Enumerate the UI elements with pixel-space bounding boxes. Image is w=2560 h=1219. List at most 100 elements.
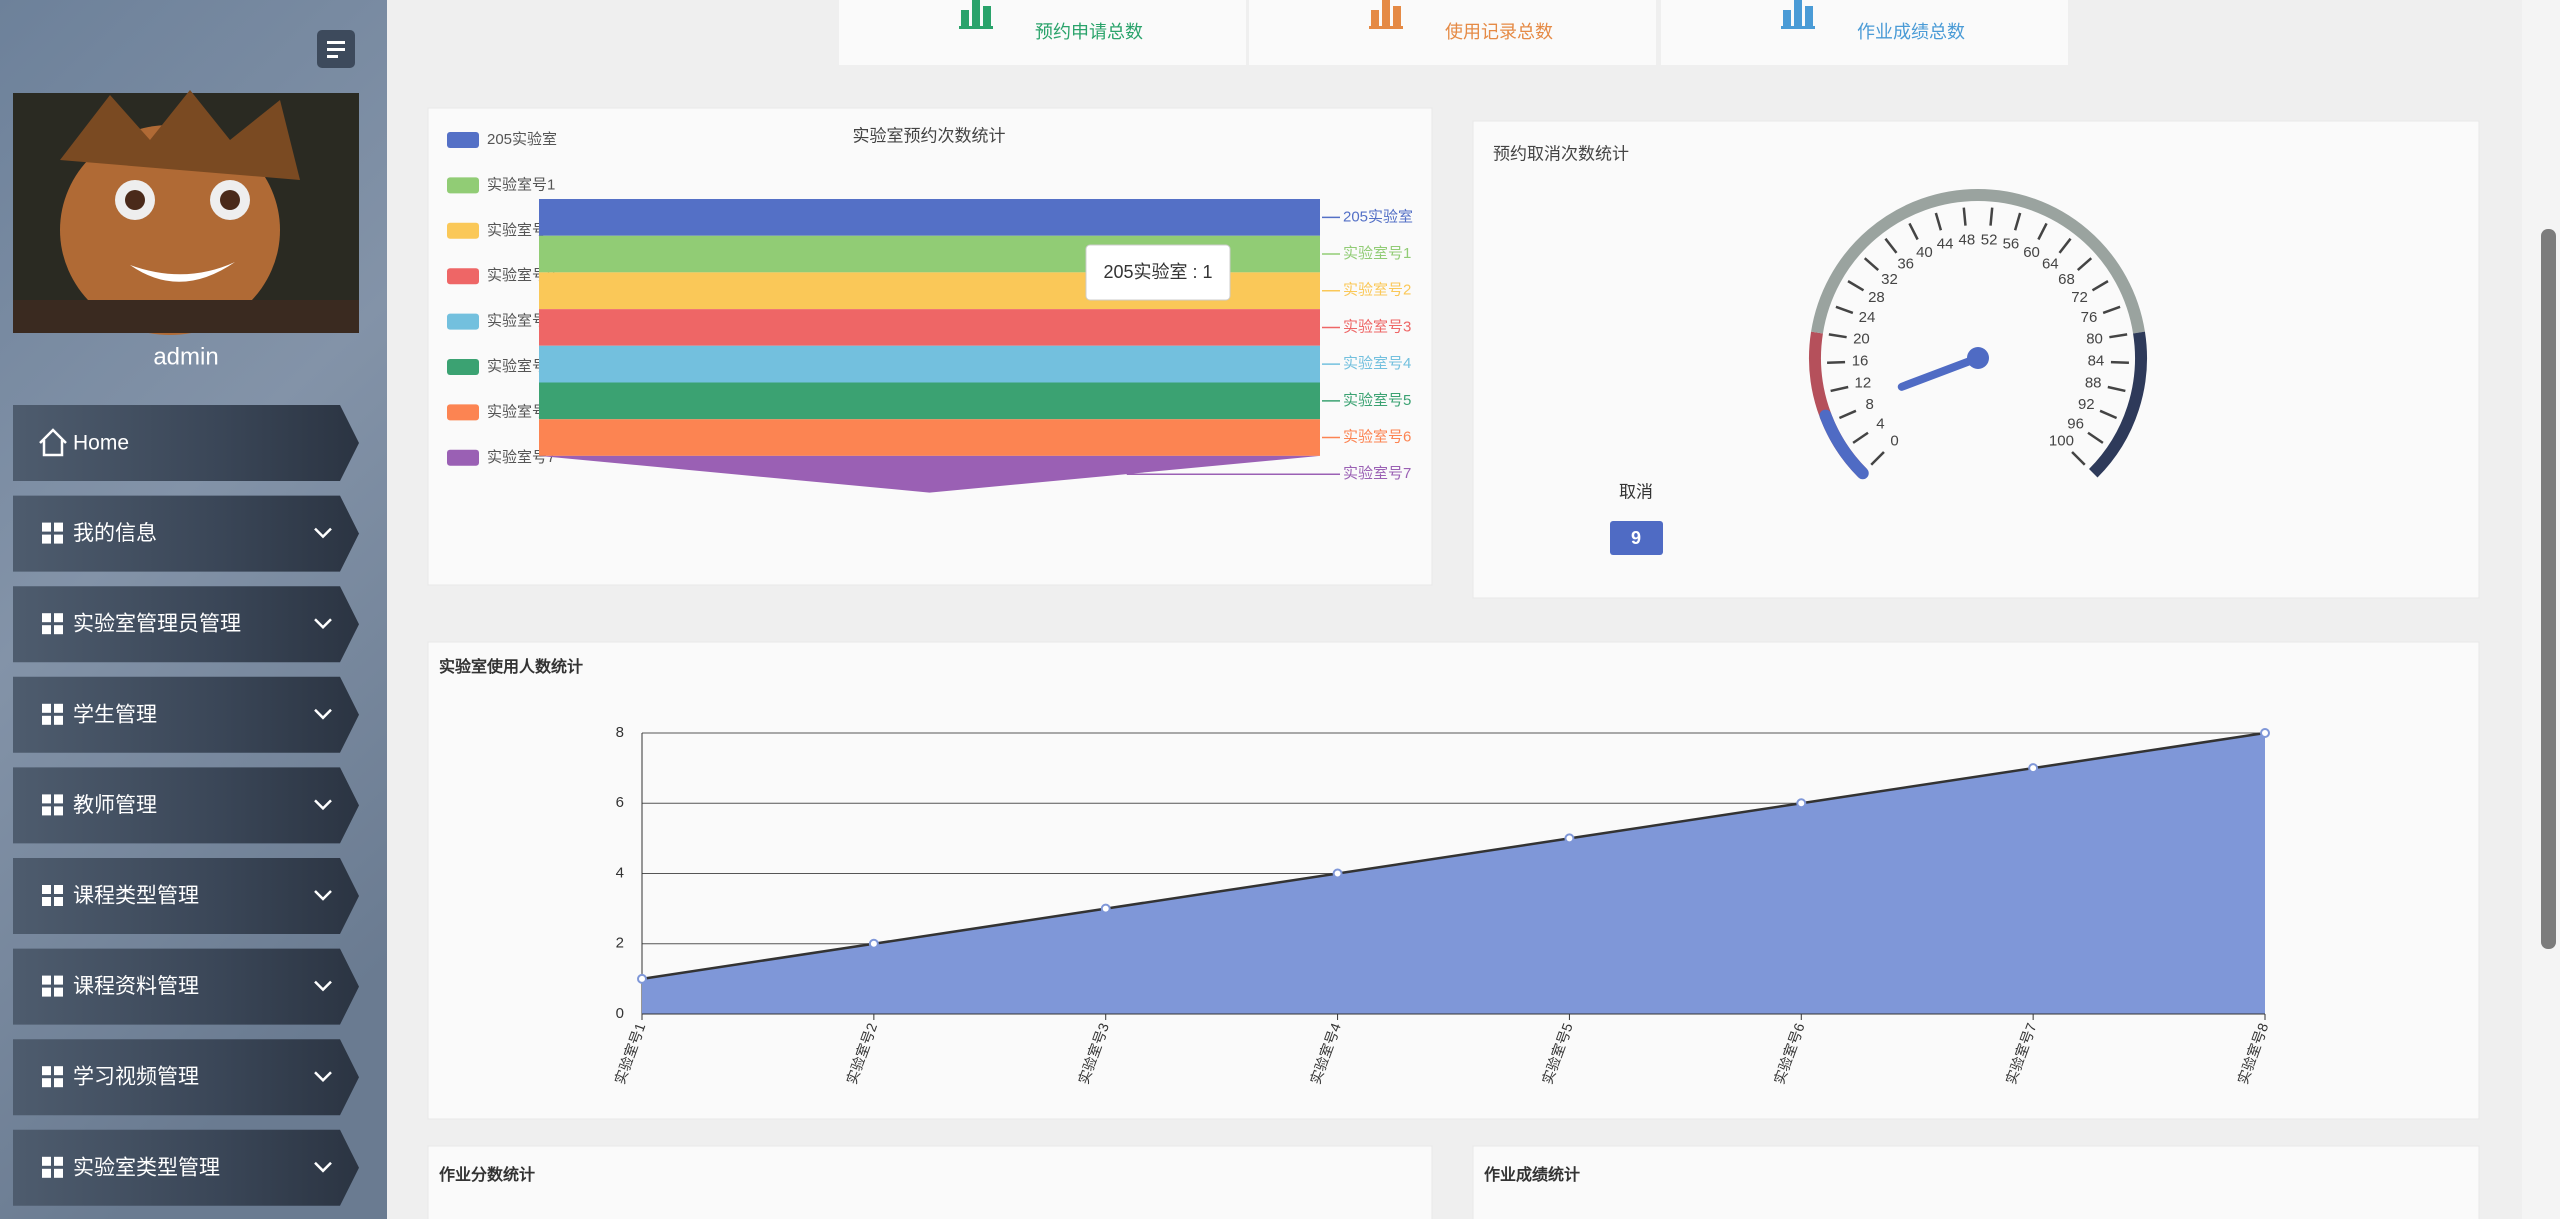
gauge-tick <box>2071 451 2086 466</box>
chevron <box>314 799 332 811</box>
legend-label[interactable]: 实验室号1 <box>487 176 555 193</box>
legend-label[interactable]: 实验室号4 <box>487 313 555 330</box>
chevron <box>314 890 332 901</box>
menu-item[interactable]: 实验室类型管理 <box>13 1129 359 1206</box>
legend-label[interactable]: 实验室号2 <box>487 222 555 239</box>
area <box>642 733 2265 1014</box>
point <box>637 973 647 984</box>
gauge-tick-label: 88 <box>2085 375 2102 392</box>
gauge-tick-label: 4 <box>1876 415 1884 432</box>
gauge-tick <box>1827 360 1846 364</box>
chevron <box>314 1071 332 1082</box>
y-tick-label: 2 <box>616 935 624 952</box>
username: admin <box>153 343 218 370</box>
funnel-band <box>539 345 1320 383</box>
gauge-pointer <box>1897 354 1982 391</box>
menu-icon <box>54 1168 63 1178</box>
menu-icon <box>42 794 51 804</box>
menu-item[interactable]: 实验室管理员管理 <box>13 586 359 663</box>
menu-item[interactable]: 我的信息 <box>13 495 359 572</box>
menu-item[interactable]: 课程类型管理 <box>13 858 359 934</box>
gauge-tick-label: 68 <box>2058 271 2075 288</box>
gauge-tick-label: 92 <box>2078 396 2095 413</box>
menu-icon <box>54 897 63 906</box>
gauge-tick-label: 40 <box>1916 244 1933 261</box>
menu-item[interactable]: 学生管理 <box>13 676 359 753</box>
gauge-tick <box>2107 385 2126 393</box>
legend-swatch[interactable] <box>447 268 479 285</box>
stat-icon-bar <box>1805 6 1813 26</box>
gauge-tick-label: 44 <box>1937 236 1954 253</box>
gauge-tick-label: 16 <box>1852 353 1869 370</box>
legend-label[interactable]: 205实验室 <box>487 131 557 148</box>
menu-icon <box>42 625 51 635</box>
scrollbar-thumb[interactable] <box>2541 229 2556 949</box>
stat-card <box>1249 0 1656 65</box>
menu-icon <box>54 1066 63 1076</box>
menu-item-bg <box>13 858 359 934</box>
panel <box>427 1145 1433 1219</box>
stat-icon-bar <box>983 6 991 26</box>
legend-swatch[interactable] <box>447 404 479 421</box>
funnel-label: 实验室号1 <box>1343 245 1411 262</box>
funnel-band <box>539 309 1320 346</box>
menu-icon <box>54 1156 63 1166</box>
legend-swatch[interactable] <box>447 132 479 148</box>
gauge-tick-label: 20 <box>1853 331 1870 348</box>
gauge-tick <box>2087 431 2104 444</box>
menu-label: 课程资料管理 <box>73 975 199 998</box>
stat-icon-bar <box>961 10 969 26</box>
legend-label[interactable]: 实验室号5 <box>487 358 555 375</box>
menu-icon <box>42 1168 51 1178</box>
legend-label[interactable]: 实验室号3 <box>487 267 555 284</box>
gauge-tick <box>1830 385 1849 393</box>
menu-item[interactable]: 课程资料管理 <box>13 948 359 1025</box>
stat-icon-bar <box>1371 10 1379 26</box>
legend-label[interactable]: 取消 <box>1619 482 1653 501</box>
gauge-tick <box>1863 257 1880 271</box>
gauge-tick <box>1908 222 1919 241</box>
gauge-tick-label: 80 <box>2086 331 2103 348</box>
gauge-tick-label: 48 <box>1959 231 1976 248</box>
legend-swatch[interactable] <box>447 313 479 330</box>
stat-icon-bar <box>1393 6 1401 26</box>
legend-label[interactable]: 实验室号7 <box>487 449 555 466</box>
y-tick-label: 8 <box>616 724 624 741</box>
gauge-axis <box>2088 331 2147 478</box>
menu-icon <box>54 806 63 816</box>
stat-icon-bar <box>972 0 980 26</box>
menu-item[interactable]: 教师管理 <box>13 767 359 844</box>
legend-swatch[interactable] <box>447 177 479 194</box>
avatar <box>13 90 359 335</box>
menu-item-bg <box>13 405 359 481</box>
chevron <box>314 1161 332 1173</box>
legend-swatch[interactable] <box>447 449 479 466</box>
menu-icon <box>54 1078 63 1088</box>
gauge-tick-label: 76 <box>2081 309 2098 326</box>
gauge-tick <box>1828 333 1847 339</box>
gauge-tick-label: 72 <box>2071 289 2088 306</box>
stat-label: 作业成绩总数 <box>1857 22 1965 42</box>
chevron <box>314 708 332 720</box>
menu-icon <box>42 806 51 816</box>
stat-label: 预约申请总数 <box>1035 22 1143 42</box>
menu-label: 学习视频管理 <box>73 1066 199 1089</box>
legend-label[interactable]: 实验室号6 <box>487 403 555 420</box>
stat-icon-base <box>1781 26 1815 29</box>
gauge-tick <box>1835 305 1854 315</box>
menu-item[interactable]: Home <box>13 405 359 481</box>
legend-swatch[interactable] <box>447 222 479 239</box>
chevron <box>314 618 332 629</box>
chevron <box>314 527 332 539</box>
gauge-tick <box>2013 212 2022 231</box>
y-tick-label: 0 <box>616 1005 624 1022</box>
home-icon <box>39 428 67 457</box>
menu-icon <box>42 897 51 906</box>
menu-toggle[interactable] <box>317 30 355 68</box>
menu-item[interactable]: 学习视频管理 <box>13 1039 359 1116</box>
menu-icon <box>54 534 63 544</box>
stat-icon-bar <box>1382 0 1390 26</box>
legend-swatch[interactable] <box>447 359 479 375</box>
value-badge-text: 9 <box>1631 528 1641 548</box>
point <box>868 938 879 949</box>
